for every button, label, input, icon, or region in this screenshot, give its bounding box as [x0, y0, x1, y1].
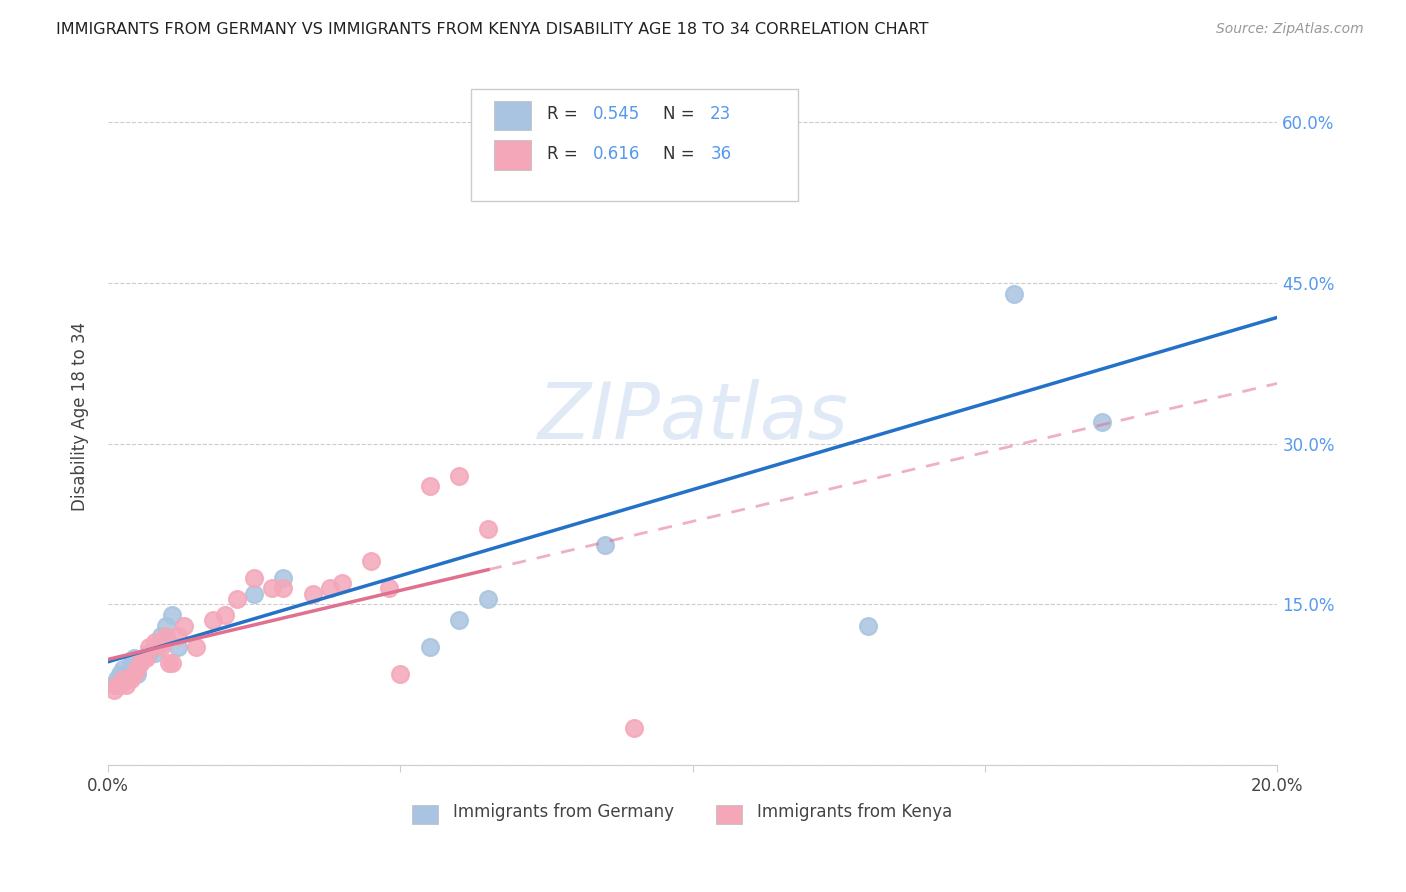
Point	[129, 657, 152, 671]
Text: N =: N =	[664, 145, 700, 163]
FancyBboxPatch shape	[716, 805, 742, 824]
Point	[124, 651, 146, 665]
Point	[155, 619, 177, 633]
Point	[419, 640, 441, 655]
Point	[138, 646, 160, 660]
Point	[111, 673, 134, 687]
Point	[167, 640, 190, 655]
Point	[173, 619, 195, 633]
Point	[623, 721, 645, 735]
Point	[273, 570, 295, 584]
Point	[132, 651, 155, 665]
Point	[114, 667, 136, 681]
Point	[477, 522, 499, 536]
Point	[127, 667, 149, 681]
Point	[103, 678, 125, 692]
Text: 36: 36	[710, 145, 731, 163]
Text: IMMIGRANTS FROM GERMANY VS IMMIGRANTS FROM KENYA DISABILITY AGE 18 TO 34 CORRELA: IMMIGRANTS FROM GERMANY VS IMMIGRANTS FR…	[56, 22, 929, 37]
Point	[127, 662, 149, 676]
Point	[149, 640, 172, 655]
Point	[157, 657, 180, 671]
Point	[202, 614, 225, 628]
Point	[155, 630, 177, 644]
Point	[135, 651, 157, 665]
Y-axis label: Disability Age 18 to 34: Disability Age 18 to 34	[72, 322, 89, 511]
Point	[360, 554, 382, 568]
Point	[856, 619, 879, 633]
Point	[214, 608, 236, 623]
Point	[1091, 415, 1114, 429]
Text: R =: R =	[547, 104, 582, 123]
Point	[330, 575, 353, 590]
Point	[1002, 286, 1025, 301]
Point	[167, 630, 190, 644]
Point	[225, 592, 247, 607]
Text: 0.616: 0.616	[593, 145, 641, 163]
Point	[319, 582, 342, 596]
Point	[105, 678, 128, 692]
Point	[143, 635, 166, 649]
Point	[103, 683, 125, 698]
Text: 23: 23	[710, 104, 731, 123]
Point	[120, 657, 142, 671]
Point	[143, 646, 166, 660]
Point	[593, 538, 616, 552]
Point	[419, 479, 441, 493]
Point	[536, 126, 558, 140]
Point	[108, 678, 131, 692]
FancyBboxPatch shape	[412, 805, 437, 824]
Point	[120, 673, 142, 687]
Text: Immigrants from Kenya: Immigrants from Kenya	[756, 804, 952, 822]
Point	[108, 667, 131, 681]
Point	[138, 640, 160, 655]
Point	[273, 582, 295, 596]
FancyBboxPatch shape	[471, 89, 799, 201]
Point	[162, 608, 184, 623]
Point	[105, 673, 128, 687]
Point	[152, 635, 174, 649]
Point	[447, 614, 470, 628]
Text: Immigrants from Germany: Immigrants from Germany	[453, 804, 673, 822]
Point	[149, 630, 172, 644]
FancyBboxPatch shape	[494, 101, 531, 130]
Point	[114, 678, 136, 692]
Point	[129, 657, 152, 671]
Text: 0.545: 0.545	[593, 104, 641, 123]
Point	[447, 468, 470, 483]
Text: R =: R =	[547, 145, 582, 163]
FancyBboxPatch shape	[494, 140, 531, 169]
Text: N =: N =	[664, 104, 700, 123]
Text: Source: ZipAtlas.com: Source: ZipAtlas.com	[1216, 22, 1364, 37]
Point	[243, 570, 266, 584]
Point	[260, 582, 283, 596]
Point	[184, 640, 207, 655]
Point	[111, 662, 134, 676]
Point	[162, 657, 184, 671]
Point	[124, 667, 146, 681]
Point	[377, 582, 399, 596]
Text: ZIPatlas: ZIPatlas	[537, 379, 848, 455]
Point	[132, 651, 155, 665]
Point	[243, 587, 266, 601]
Point	[477, 592, 499, 607]
Point	[301, 587, 323, 601]
Point	[389, 667, 412, 681]
